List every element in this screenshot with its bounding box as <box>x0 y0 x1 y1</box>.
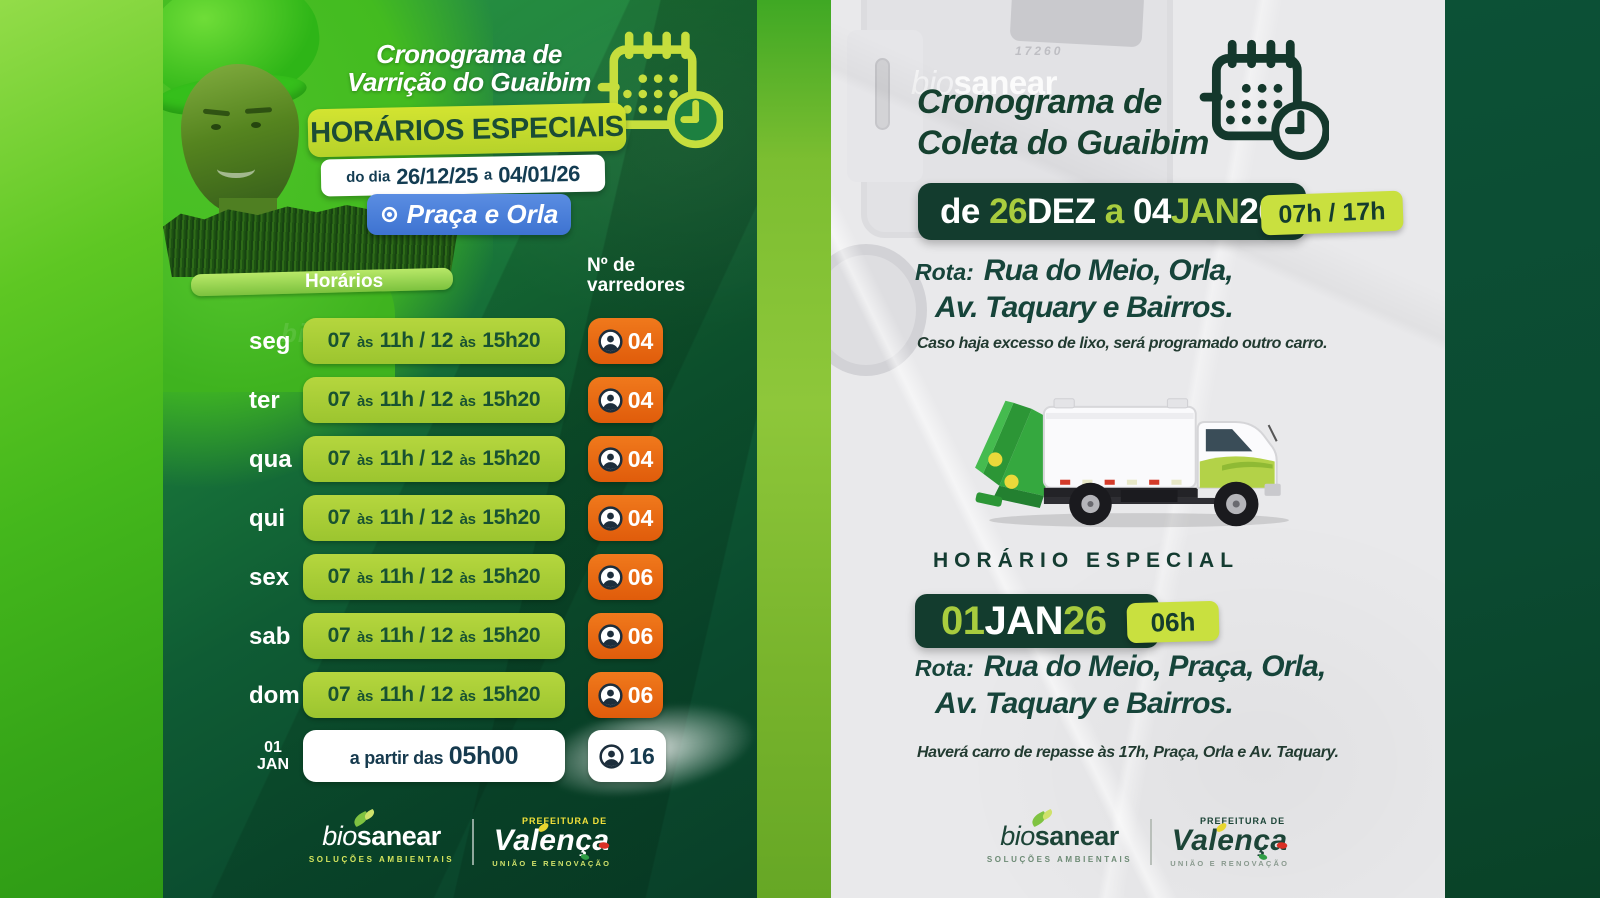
sweeper-face <box>181 64 299 216</box>
special-hours-badge: 06h <box>1126 600 1220 644</box>
time-badge: 07 às 11h / 12 às 15h20 <box>303 613 565 659</box>
table-row: ter 07 às 11h / 12 às 15h20 04 <box>241 371 753 430</box>
date-start: 26/12/25 <box>396 162 479 189</box>
middle-green-strip <box>757 0 831 898</box>
sweeper-person-icon <box>598 387 623 413</box>
workers-badge: 04 <box>588 436 663 482</box>
route-regular: Rota: Rua do Meio, Orla, Av. Taquary e B… <box>915 254 1234 324</box>
workers-badge: 06 <box>588 672 663 718</box>
table-row: qui 07 às 11h / 12 às 15h20 04 <box>241 489 753 548</box>
day-label: dom <box>249 681 300 709</box>
date-connector: a <box>483 166 493 184</box>
time-badge: 07 às 11h / 12 às 15h20 <box>303 377 565 423</box>
left-flyer-varricao: biosanear Cronograma de Varrição do Guai… <box>163 0 757 898</box>
location-label: Praça e Orla <box>406 199 559 229</box>
table-row: sex 07 às 11h / 12 às 15h20 06 <box>241 548 753 607</box>
sweeper-person-icon <box>598 505 623 531</box>
location-badge: Praça e Orla <box>367 194 571 235</box>
left-flyer-title: Cronograma de Varrição do Guaibim <box>347 39 591 98</box>
route-label: Rota: <box>915 259 974 285</box>
map-pin-icon <box>381 206 397 223</box>
brand-watermark: biosanear <box>911 64 1057 101</box>
special-hours-badge: HORÁRIOS ESPECIAIS <box>307 102 627 158</box>
right-flyer-coleta: 17260 biosanear Cronograma de <box>831 0 1445 898</box>
column-header-horarios: Horários <box>305 271 384 292</box>
right-flyer-title: Cronograma de Coleta do Guaibim <box>917 83 1209 163</box>
time-badge: 07 às 11h / 12 às 15h20 <box>303 495 565 541</box>
truck-number: 17260 <box>1015 44 1064 58</box>
time-badge: 07 às 11h / 12 às 15h20 <box>303 318 565 364</box>
logo-divider <box>472 819 475 865</box>
special-date-text: 01JAN26 <box>941 598 1107 643</box>
day-label: sab <box>249 622 291 650</box>
valenca-logo: PREFEITURA DE Valença UNIÃO E RENOVAÇÃO <box>1170 816 1290 868</box>
day-label: seg <box>249 327 291 355</box>
left-green-strip <box>0 0 163 898</box>
route-special: Rota: Rua do Meio, Praça, Orla, Av. Taqu… <box>915 650 1326 720</box>
special-hours-heading: HORÁRIO ESPECIAL <box>933 549 1240 572</box>
time-badge: 07 às 11h / 12 às 15h20 <box>303 554 565 600</box>
workers-badge: 06 <box>588 554 663 600</box>
date-range-badge: de 26DEZ a 04JAN26 <box>918 183 1306 240</box>
workers-badge: 16 <box>588 730 666 782</box>
time-badge: a partir das 05h00 <box>303 730 565 782</box>
logo-divider <box>1150 819 1153 865</box>
sweeper-person-icon <box>598 564 623 590</box>
day-label: 01 JAN <box>256 739 289 773</box>
time-badge: 07 às 11h / 12 às 15h20 <box>303 672 565 718</box>
table-row: seg 07 às 11h / 12 às 15h20 04 <box>241 312 753 371</box>
workers-badge: 04 <box>588 377 663 423</box>
hours-badge: 07h / 17h <box>1260 190 1404 236</box>
route-note: Caso haja excesso de lixo, será programa… <box>917 335 1328 352</box>
sweeper-person-icon <box>599 743 624 769</box>
special-date-badge: 01JAN26 <box>915 594 1159 648</box>
biosanear-logo: biosanear SOLUÇÕES AMBIENTAIS <box>309 808 454 864</box>
route-note: Haverá carro de repasse às 17h, Praça, O… <box>917 744 1339 761</box>
calendar-clock-icon <box>595 22 725 154</box>
date-range-badge: do dia 26/12/25 a 04/01/26 <box>320 154 606 197</box>
table-row: qua 07 às 11h / 12 às 15h20 04 <box>241 430 753 489</box>
wheel-watermark <box>831 244 927 376</box>
sweeper-person-icon <box>598 682 623 708</box>
garbage-truck-image <box>969 388 1303 536</box>
sweeper-person-icon <box>598 328 623 354</box>
workers-badge: 04 <box>588 495 663 541</box>
sweeper-person-icon <box>598 623 623 649</box>
table-row: 01 JAN a partir das 05h00 16 <box>241 725 753 789</box>
valenca-logo: PREFEITURA DE Valença UNIÃO E RENOVAÇÃO <box>492 816 612 868</box>
date-range-text: de 26DEZ a 04JAN26 <box>940 191 1278 231</box>
left-footer-logos: biosanear SOLUÇÕES AMBIENTAIS PREFEITURA… <box>163 808 757 868</box>
time-badge: 07 às 11h / 12 às 15h20 <box>303 436 565 482</box>
date-end: 04/01/26 <box>498 160 581 187</box>
right-footer-logos: biosanear SOLUÇÕES AMBIENTAIS PREFEITURA… <box>831 808 1445 868</box>
sweeper-person-icon <box>598 446 623 472</box>
day-label: qui <box>249 504 285 532</box>
right-green-strip <box>1445 0 1600 898</box>
column-header-varredores: Nº de varredores <box>587 255 686 296</box>
table-row: sab 07 às 11h / 12 às 15h20 06 <box>241 607 753 666</box>
day-label: qua <box>249 445 292 473</box>
schedule-rows: seg 07 às 11h / 12 às 15h20 04 ter 07 às… <box>241 312 753 789</box>
biosanear-logo: biosanear SOLUÇÕES AMBIENTAIS <box>987 808 1132 864</box>
calendar-clock-icon <box>1197 30 1331 166</box>
workers-badge: 06 <box>588 613 663 659</box>
day-label: ter <box>249 386 280 414</box>
workers-badge: 04 <box>588 318 663 364</box>
date-prefix: do dia <box>345 168 391 187</box>
table-row: dom 07 às 11h / 12 às 15h20 06 <box>241 666 753 725</box>
route-label: Rota: <box>915 655 974 681</box>
day-label: sex <box>249 563 290 591</box>
